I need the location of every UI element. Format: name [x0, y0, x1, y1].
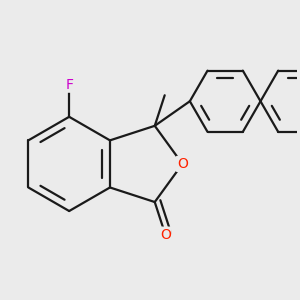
Text: O: O — [177, 157, 188, 171]
Text: F: F — [65, 78, 73, 92]
Text: O: O — [160, 228, 171, 242]
